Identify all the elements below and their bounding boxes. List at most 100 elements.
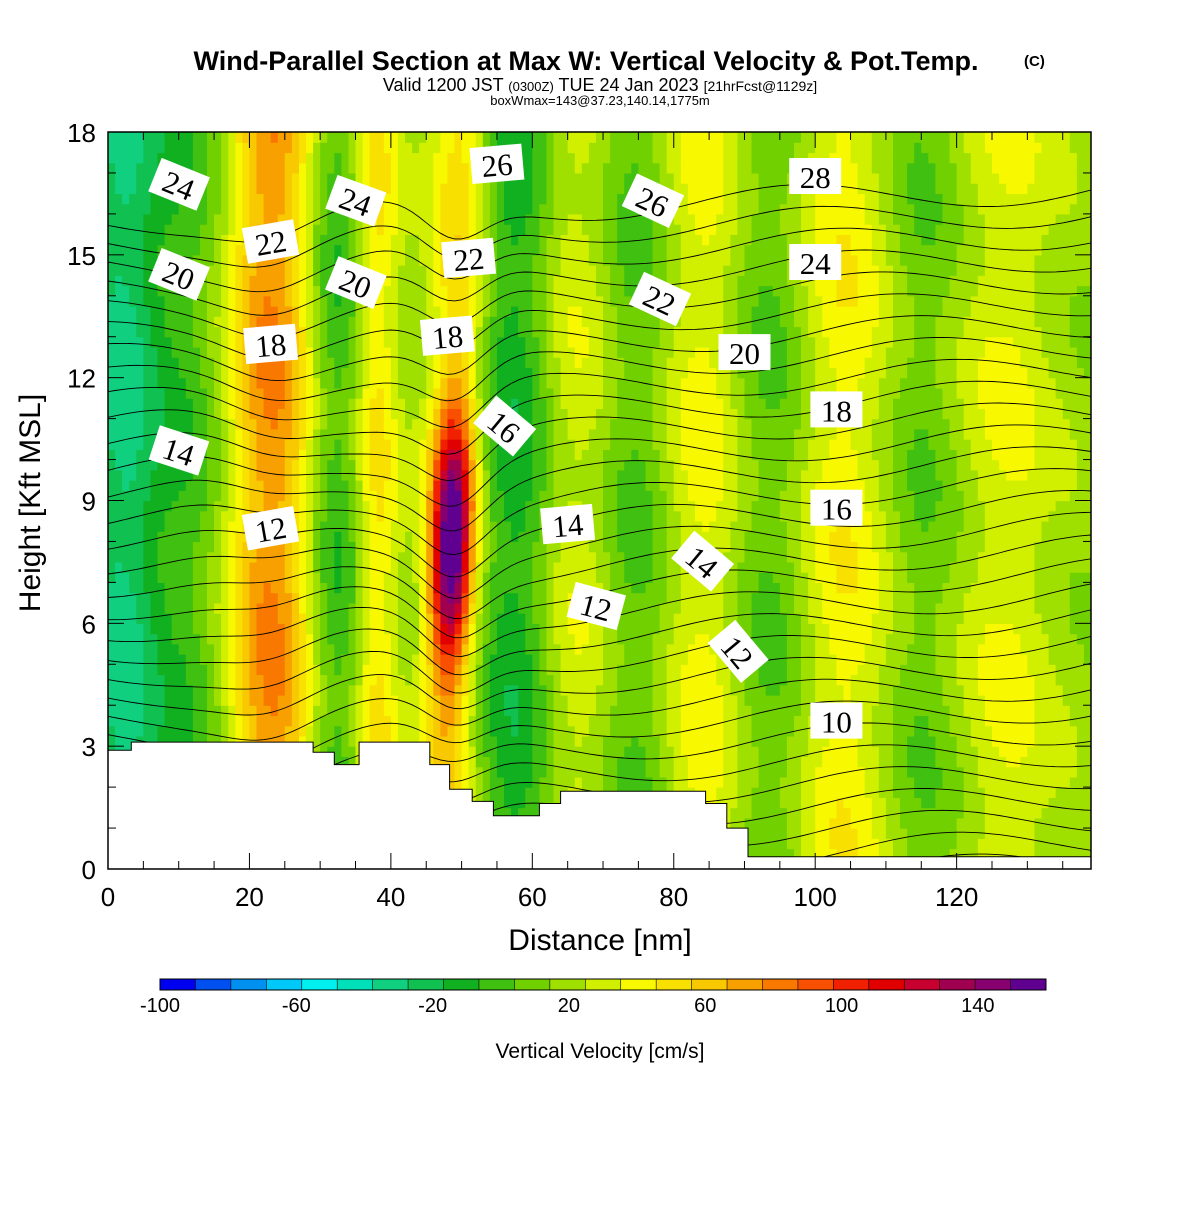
field-cell <box>461 224 470 235</box>
field-cell <box>214 633 222 645</box>
field-cell <box>298 439 307 450</box>
field-cell <box>595 756 604 768</box>
field-cell <box>419 408 427 420</box>
field-cell <box>355 664 364 676</box>
field-cell <box>560 326 569 338</box>
field-cell <box>588 551 597 563</box>
field-cell <box>235 572 243 583</box>
field-cell <box>518 725 526 737</box>
field-cell <box>496 224 505 235</box>
field-cell <box>115 428 123 440</box>
field-cell <box>588 705 597 717</box>
field-cell <box>320 500 328 512</box>
field-cell <box>129 336 137 348</box>
field-cell <box>405 715 413 727</box>
field-cell <box>546 643 555 655</box>
field-cell <box>171 418 180 430</box>
field-cell <box>306 602 314 614</box>
field-cell <box>525 459 533 471</box>
field-cell <box>235 735 243 747</box>
field-cell <box>419 449 427 461</box>
field-cell <box>178 213 187 225</box>
field-cell <box>405 572 413 583</box>
field-cell <box>348 715 357 727</box>
field-cell <box>207 387 215 399</box>
field-cell <box>511 797 519 809</box>
field-cell <box>341 408 350 420</box>
field-cell <box>122 203 130 215</box>
field-cell <box>185 316 194 328</box>
field-cell <box>581 326 590 338</box>
field-cell <box>355 623 364 635</box>
field-cell <box>129 725 137 737</box>
field-cell <box>588 439 597 450</box>
field-cell <box>525 520 533 532</box>
field-cell <box>157 152 166 164</box>
field-cell <box>539 500 548 512</box>
field-cell <box>192 398 201 409</box>
field-cell <box>581 316 590 328</box>
field-cell <box>468 193 477 205</box>
field-cell <box>313 398 321 409</box>
field-cell <box>249 623 258 635</box>
field-cell <box>313 254 321 266</box>
field-cell <box>376 152 385 164</box>
field-cell <box>115 592 123 604</box>
field-cell <box>136 725 144 737</box>
field-cell <box>369 428 378 440</box>
field-cell <box>122 295 130 307</box>
field-cell <box>397 244 406 256</box>
field-cell <box>475 531 484 543</box>
field-cell <box>383 265 392 276</box>
field-cell <box>390 561 399 573</box>
field-cell <box>581 735 590 747</box>
field-cell <box>129 387 137 399</box>
field-cell <box>214 654 222 665</box>
field-cell <box>150 715 159 727</box>
field-cell <box>291 582 300 594</box>
field-cell <box>164 531 173 543</box>
field-cell <box>192 643 201 655</box>
field-cell <box>546 541 555 553</box>
field-cell <box>306 224 314 235</box>
field-cell <box>588 490 597 502</box>
field-cell <box>355 469 364 481</box>
field-cell <box>567 244 576 256</box>
field-cell <box>532 582 540 594</box>
field-cell <box>150 705 159 717</box>
field-cell <box>511 387 519 399</box>
field-cell <box>475 715 484 727</box>
field-cell <box>199 694 208 706</box>
field-cell <box>207 244 215 256</box>
field-cell <box>475 561 484 573</box>
field-cell <box>199 459 208 471</box>
field-cell <box>164 510 173 522</box>
field-cell <box>334 346 342 358</box>
field-cell <box>284 490 293 502</box>
field-cell <box>532 367 540 379</box>
field-cell <box>192 346 201 358</box>
field-cell <box>504 531 512 543</box>
field-cell <box>461 551 470 563</box>
field-cell <box>334 306 342 317</box>
field-cell <box>511 500 519 512</box>
field-cell <box>426 387 434 399</box>
field-cell <box>553 172 562 184</box>
field-cell <box>178 715 187 727</box>
field-cell <box>581 623 590 635</box>
field-cell <box>221 735 229 747</box>
field-cell <box>355 735 364 747</box>
field-cell <box>334 654 342 665</box>
field-cell <box>475 357 484 369</box>
field-cell <box>150 142 159 154</box>
field-cell <box>348 510 357 522</box>
field-cell <box>553 418 562 430</box>
field-cell <box>171 684 180 696</box>
field-cell <box>397 664 406 676</box>
field-cell <box>355 142 364 154</box>
field-cell <box>214 193 222 205</box>
field-cell <box>397 367 406 379</box>
field-cell <box>383 142 392 154</box>
field-cell <box>383 254 392 266</box>
field-cell <box>277 439 286 450</box>
